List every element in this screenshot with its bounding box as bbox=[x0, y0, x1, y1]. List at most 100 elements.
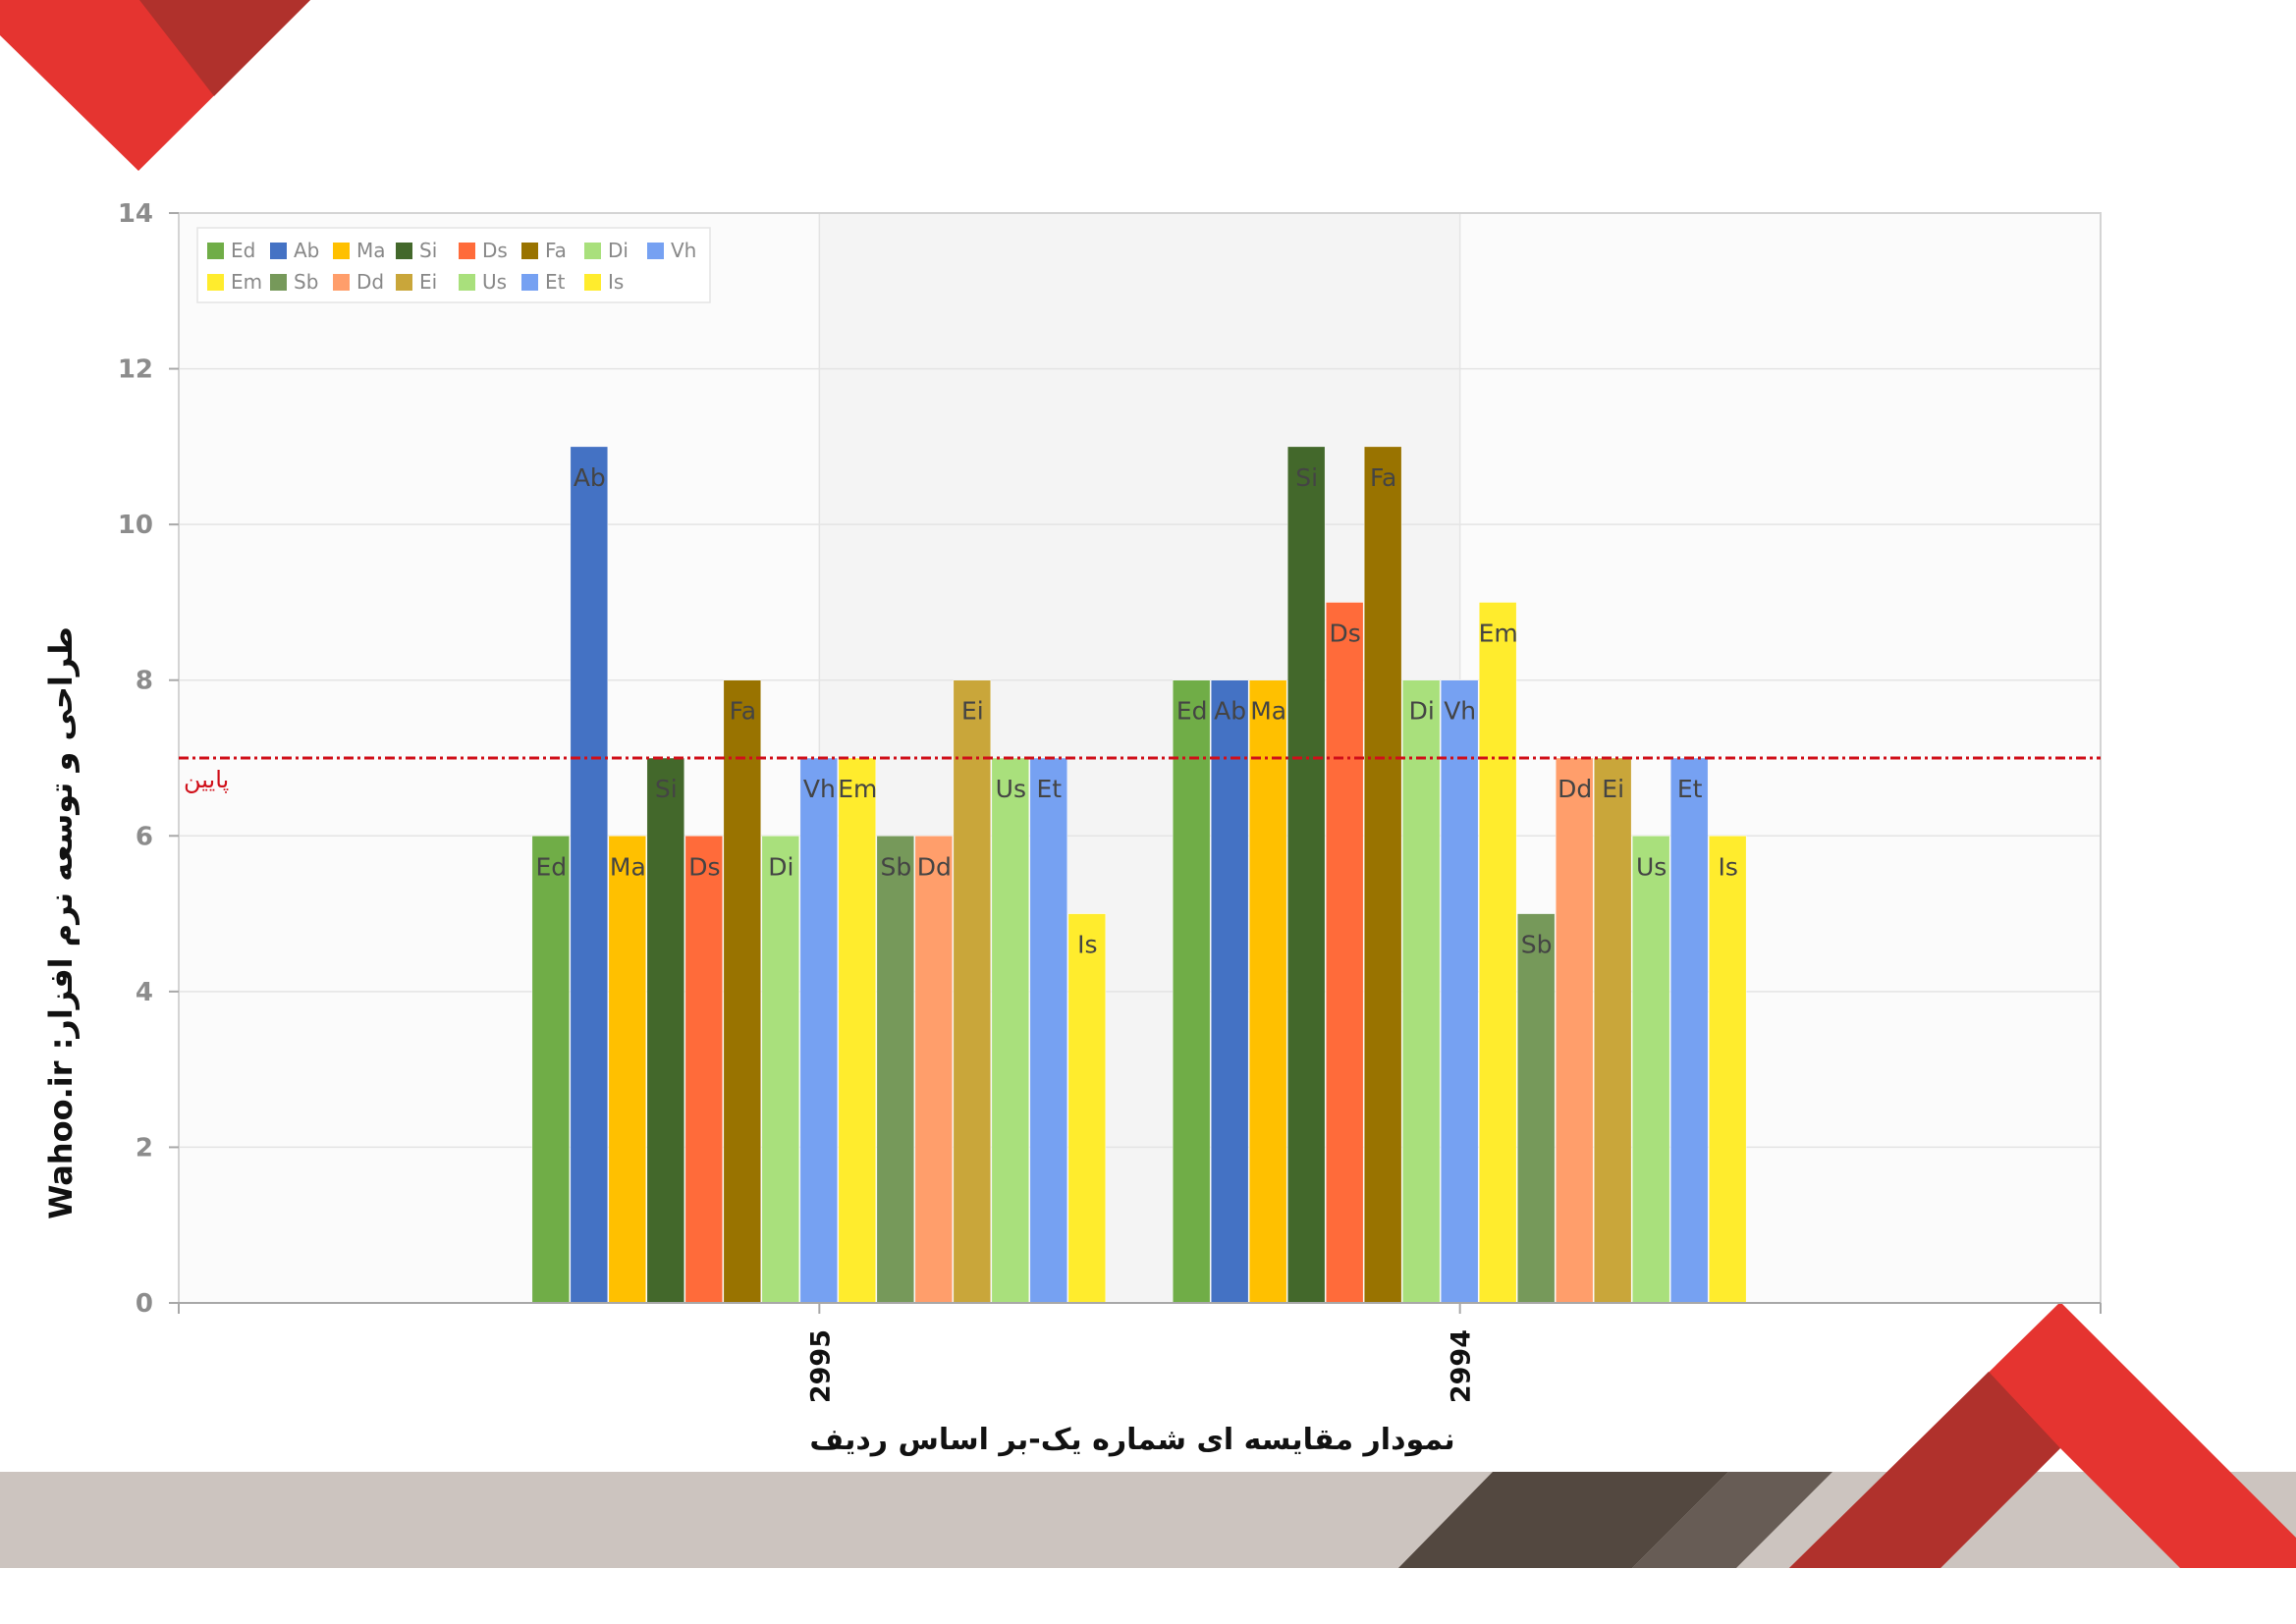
bar bbox=[953, 679, 992, 1304]
bar bbox=[1029, 757, 1068, 1304]
bar-data-label: Si bbox=[655, 775, 678, 803]
bar-data-label: Ei bbox=[1602, 775, 1624, 803]
legend: Ed Ab Ma Si Ds Fa Di Vh Em Sb Dd Ei Us Et Is bbox=[196, 227, 711, 303]
bar-data-label: Ab bbox=[1214, 697, 1246, 726]
x-tick-label: 2994 bbox=[1447, 1329, 1477, 1403]
bar-data-label: Ed bbox=[535, 852, 567, 881]
bar bbox=[531, 836, 571, 1304]
legend-label: Ed bbox=[231, 239, 255, 262]
bar bbox=[876, 836, 915, 1304]
top-left-dark-red-chevron bbox=[139, 0, 310, 96]
bar-data-label: Et bbox=[1677, 775, 1703, 803]
bar bbox=[761, 836, 800, 1304]
bar-data-label: Ma bbox=[1250, 697, 1286, 726]
bar-data-label: Vh bbox=[1444, 697, 1476, 726]
bar bbox=[1067, 913, 1107, 1304]
bar-data-label: Us bbox=[996, 775, 1026, 803]
legend-label: Is bbox=[608, 270, 624, 294]
bar bbox=[1286, 446, 1326, 1304]
legend-label: Et bbox=[545, 270, 566, 294]
bar bbox=[1172, 679, 1211, 1304]
threshold-label: پایین bbox=[184, 766, 229, 793]
bar-data-label: Is bbox=[1718, 852, 1737, 881]
legend-label: Ma bbox=[356, 239, 386, 262]
legend-swatch bbox=[459, 243, 475, 259]
bar bbox=[1555, 757, 1594, 1304]
legend-swatch bbox=[207, 243, 224, 259]
bottom-brown-stripe bbox=[1398, 1472, 1728, 1568]
bar bbox=[608, 836, 647, 1304]
legend-swatch bbox=[270, 274, 287, 291]
bar-data-label: Dd bbox=[1558, 775, 1592, 803]
legend-swatch bbox=[521, 243, 538, 259]
bar-data-label: Fa bbox=[1370, 463, 1396, 492]
legend-swatch bbox=[584, 274, 601, 291]
y-tick-label: 10 bbox=[118, 511, 153, 540]
bar-data-label: Is bbox=[1077, 931, 1097, 959]
legend-swatch bbox=[521, 274, 538, 291]
bar-data-label: Ab bbox=[574, 463, 606, 492]
legend-box bbox=[196, 227, 711, 303]
bottom-right-dark-red-chevron bbox=[1789, 1372, 2060, 1568]
bar bbox=[914, 836, 954, 1304]
legend-swatch bbox=[396, 243, 412, 259]
legend-swatch bbox=[396, 274, 412, 291]
bar bbox=[1593, 757, 1632, 1304]
x-tick-label: 2995 bbox=[805, 1329, 836, 1403]
legend-swatch bbox=[647, 243, 664, 259]
bar bbox=[1516, 913, 1556, 1304]
bar-data-label: Ds bbox=[1330, 619, 1361, 647]
y-axis-title: Wahoo.ir :طراحی و توسعه نرم افزار bbox=[42, 626, 80, 1219]
bar bbox=[1210, 679, 1249, 1304]
bar-data-label: Ds bbox=[688, 852, 720, 881]
bar-data-label: Si bbox=[1295, 463, 1318, 492]
bar bbox=[1478, 602, 1517, 1304]
legend-label: Em bbox=[231, 270, 262, 294]
y-tick-label: 2 bbox=[136, 1133, 153, 1163]
bar bbox=[1631, 836, 1670, 1304]
bar bbox=[1248, 679, 1287, 1304]
legend-swatch bbox=[270, 243, 287, 259]
bar bbox=[991, 757, 1030, 1304]
bar bbox=[1669, 757, 1709, 1304]
legend-label: Ds bbox=[482, 239, 508, 262]
bar bbox=[1363, 446, 1402, 1304]
legend-swatch bbox=[459, 274, 475, 291]
legend-label: Vh bbox=[671, 239, 696, 262]
legend-label: Dd bbox=[356, 270, 384, 294]
bar-data-label: Ei bbox=[961, 697, 984, 726]
bar-data-label: Sb bbox=[880, 852, 911, 881]
bar bbox=[1440, 679, 1479, 1304]
bar-data-label: Fa bbox=[730, 697, 756, 726]
legend-swatch bbox=[333, 243, 350, 259]
y-tick-label: 12 bbox=[118, 355, 153, 385]
bar-data-label: Di bbox=[768, 852, 793, 881]
bottom-brown-light-stripe bbox=[1632, 1472, 1832, 1568]
x-axis-title: نمودار مقایسه ای شماره یک-بر اساس ردیف bbox=[809, 1423, 1455, 1457]
bar-data-label: Et bbox=[1037, 775, 1063, 803]
bar bbox=[1325, 602, 1364, 1304]
bar bbox=[838, 757, 877, 1304]
bar-data-label: Em bbox=[1479, 619, 1518, 647]
bar bbox=[723, 679, 762, 1304]
bar bbox=[570, 446, 609, 1304]
bar bbox=[799, 757, 839, 1304]
bar bbox=[1401, 679, 1441, 1304]
y-tick-label: 6 bbox=[136, 822, 153, 851]
legend-label: Si bbox=[419, 239, 437, 262]
bar-data-label: Sb bbox=[1521, 931, 1553, 959]
legend-label: Us bbox=[482, 270, 507, 294]
bar-data-label: Ed bbox=[1176, 697, 1208, 726]
bar-data-label: Di bbox=[1409, 697, 1435, 726]
bar-data-label: Vh bbox=[803, 775, 836, 803]
legend-swatch bbox=[584, 243, 601, 259]
bar bbox=[646, 757, 685, 1304]
bar-data-label: Us bbox=[1636, 852, 1667, 881]
bar-data-label: Dd bbox=[917, 852, 952, 881]
bar bbox=[684, 836, 724, 1304]
bar-data-label: Em bbox=[838, 775, 877, 803]
legend-label: Fa bbox=[545, 239, 567, 262]
legend-swatch bbox=[333, 274, 350, 291]
legend-label: Sb bbox=[294, 270, 318, 294]
